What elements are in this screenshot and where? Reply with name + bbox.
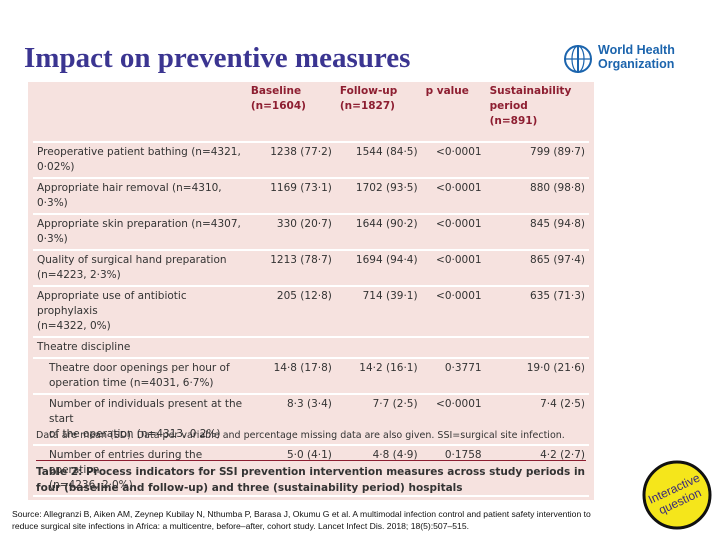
section-row: Theatre discipline — [33, 337, 589, 359]
table-cell: Sustainability period (n=891) — [485, 82, 589, 143]
table-cell: 714 (39·1) — [335, 286, 422, 338]
who-logo: World Health Organization — [562, 42, 712, 76]
table-cell: <0·0001 — [421, 250, 486, 287]
table-footnote: Data are mean (SD). Data per variable an… — [36, 430, 565, 441]
table-cell: 845 (94·8) — [485, 214, 589, 251]
table-cell: p value — [421, 82, 486, 143]
table-cell: Follow-up (n=1827) — [335, 82, 422, 143]
table: Baseline (n=1604) Follow-up (n=1827) p val… — [33, 82, 589, 497]
table-cell: Baseline (n=1604) — [246, 82, 336, 143]
table-cell: 0·1758 — [421, 445, 486, 497]
interactive-badge[interactable]: Interactivequestion — [641, 459, 713, 531]
table-cell: 1238 (77·2) — [246, 142, 336, 179]
table-cell: 5·0 (4·1) — [246, 445, 336, 497]
table-cell: <0·0001 — [421, 286, 486, 338]
table-row: Theatre door openings per hour of operat… — [33, 358, 589, 395]
table-cell: Quality of surgical hand preparation (n=… — [33, 250, 247, 287]
table-cell: Number of individuals present at the sta… — [33, 394, 247, 446]
slide-title: Impact on preventive measures — [24, 42, 411, 74]
table-caption: Table 2: Process indicators for SSI prev… — [36, 460, 586, 496]
table-cell: Number of entries during the operation (… — [33, 445, 247, 497]
table-cell: 7·4 (2·5) — [485, 394, 589, 446]
source: Source: Allegranzi B, Aiken AM, Zeynep K… — [12, 509, 591, 531]
table-cell: 1702 (93·5) — [335, 178, 422, 215]
table-cell: 1694 (94·4) — [335, 250, 422, 287]
table-cell: 1213 (78·7) — [246, 250, 336, 287]
table-cell: Preoperative patient bathing (n=4321, 0·… — [33, 142, 247, 179]
table-row: Number of individuals present at the sta… — [33, 394, 589, 446]
table-cell: 799 (89·7) — [485, 142, 589, 179]
table-cell: 205 (12·8) — [246, 286, 336, 338]
table-row: Appropriate hair removal (n=4310, 0·3%) 1… — [33, 178, 589, 215]
table-cell: 635 (71·3) — [485, 286, 589, 338]
table-row: Appropriate use of antibiotic prophylaxi… — [33, 286, 589, 338]
table-cell: 1644 (90·2) — [335, 214, 422, 251]
table-cell: Appropriate hair removal (n=4310, 0·3%) — [33, 178, 247, 215]
table-cell: Theatre discipline — [33, 337, 589, 359]
table-cell: <0·0001 — [421, 214, 486, 251]
table-cell: 14·8 (17·8) — [246, 358, 336, 395]
table-cell: Theatre door openings per hour of operat… — [33, 358, 247, 395]
table-cell: 1544 (84·5) — [335, 142, 422, 179]
table-cell: <0·0001 — [421, 178, 486, 215]
table-row: Number of entries during the operation (… — [33, 445, 589, 497]
table-cell: 330 (20·7) — [246, 214, 336, 251]
table-cell: 1169 (73·1) — [246, 178, 336, 215]
table-cell: <0·0001 — [421, 142, 486, 179]
table-cell: 7·7 (2·5) — [335, 394, 422, 446]
who-emblem — [564, 45, 592, 73]
table-cell — [33, 82, 247, 143]
table-cell: Appropriate skin preparation (n=4307, 0·… — [33, 214, 247, 251]
table-cell: 0·3771 — [421, 358, 486, 395]
table-row: Preoperative patient bathing (n=4321, 0·… — [33, 142, 589, 179]
table-row: Quality of surgical hand preparation (n=… — [33, 250, 589, 287]
table-cell: 14·2 (16·1) — [335, 358, 422, 395]
header-row: Baseline (n=1604) Follow-up (n=1827) p val… — [33, 82, 589, 143]
table-cell: Appropriate use of antibiotic prophylaxi… — [33, 286, 247, 338]
table-cell: 19·0 (21·6) — [485, 358, 589, 395]
table-row: Appropriate skin preparation (n=4307, 0·… — [33, 214, 589, 251]
table-cell: 8·3 (3·4) — [246, 394, 336, 446]
who-name: World Health Organization — [598, 43, 675, 71]
table-cell: 4·2 (2·7) — [485, 445, 589, 497]
table-panel: Baseline (n=1604) Follow-up (n=1827) p val… — [28, 82, 594, 500]
table-cell: 865 (97·4) — [485, 250, 589, 287]
table-cell: 4·8 (4·9) — [335, 445, 422, 497]
table-cell: 880 (98·8) — [485, 178, 589, 215]
table-cell: <0·0001 — [421, 394, 486, 446]
